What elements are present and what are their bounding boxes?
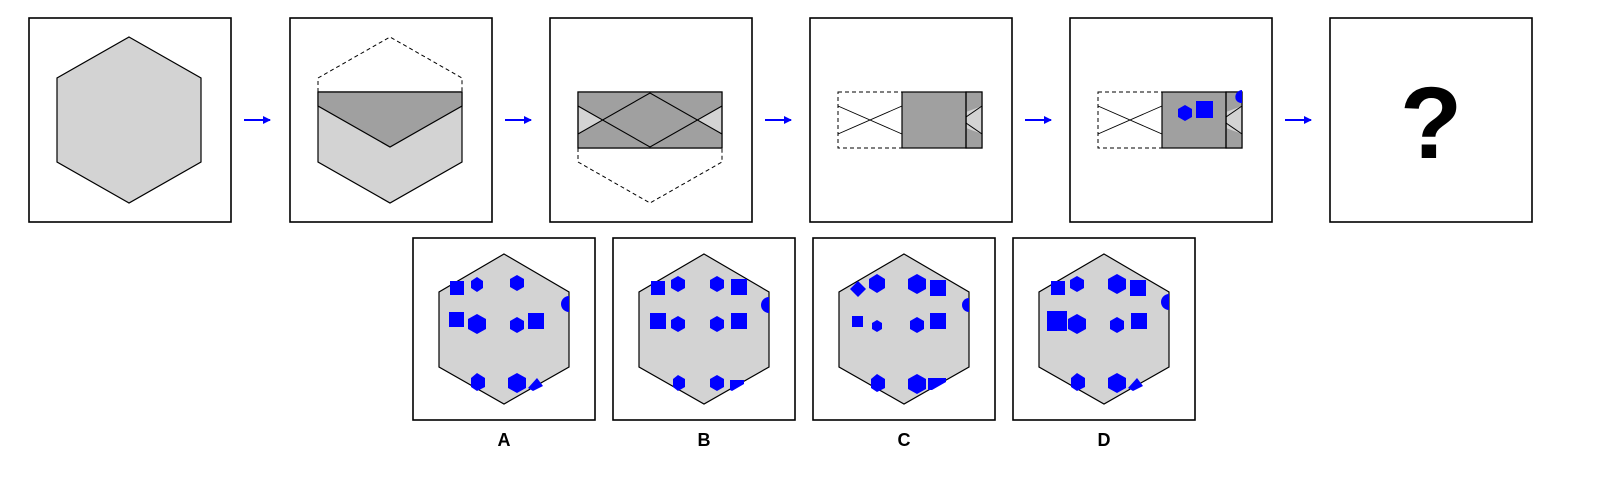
folded-right-edge-outline [965, 91, 983, 149]
circle-hole [561, 296, 569, 312]
diamond-hole [850, 281, 866, 297]
strip-outline [577, 91, 723, 149]
hexagon-hole [471, 373, 485, 391]
square-hole [930, 313, 946, 329]
hexagon-hole [1108, 274, 1126, 294]
hexagon-hole [872, 320, 882, 332]
square-hole [449, 312, 464, 327]
hexagon-hole [1071, 373, 1085, 391]
hexagon-hole [1068, 314, 1086, 334]
step-3-panel [549, 17, 753, 223]
hexagon-hole [710, 276, 724, 292]
hexagon-hole [510, 317, 524, 333]
corner-hole [528, 378, 543, 391]
hexagon-hole [471, 277, 483, 292]
square-hole [528, 313, 544, 329]
corner-hole [1128, 378, 1143, 391]
hexagon-hole [1110, 317, 1124, 333]
folded-right-edge-outline [1225, 91, 1243, 149]
folded-square [901, 91, 967, 149]
fold-ghost-outline [317, 36, 463, 92]
hexagon-hole [710, 316, 724, 332]
circle-hole [962, 298, 969, 312]
folded-right-flap [966, 128, 982, 148]
hexagon-hole [671, 316, 685, 332]
hexagon-hole [671, 276, 685, 292]
answer-options: A B [412, 237, 1196, 450]
fold-crease [965, 122, 983, 135]
square-hole [1130, 280, 1146, 296]
hexagon-hole [510, 275, 524, 291]
folded-flap [317, 91, 463, 148]
folded-flap-bottom [578, 93, 722, 148]
hexagon-hole [1070, 276, 1084, 292]
step-2-panel [289, 17, 493, 223]
corner-hole [928, 378, 946, 390]
step-6-panel: ? [1329, 17, 1533, 223]
hexagon-hole [710, 375, 724, 391]
option-label-b: B [698, 430, 711, 450]
fold-crease [1225, 122, 1243, 135]
fold-crease [965, 105, 983, 118]
question-mark: ? [1400, 66, 1462, 180]
fold-ghost-cross [1097, 105, 1163, 135]
option-label-a: A [498, 430, 511, 450]
fold-crease [577, 92, 723, 135]
step-5-panel [1069, 17, 1273, 223]
hexagon-hole [910, 317, 924, 333]
option-label-d: D [1098, 430, 1111, 450]
option-c[interactable] [812, 237, 996, 421]
fold-sequence: ? [28, 17, 1533, 223]
square-hole [450, 281, 464, 295]
fold-ghost-outline [577, 148, 723, 204]
hexagon-hole [869, 274, 885, 293]
hexagon-paper [56, 36, 202, 204]
fold-crease [1225, 105, 1243, 118]
hexagon-hole [871, 374, 885, 392]
folded-right-flap [1226, 128, 1242, 148]
circle-hole [761, 297, 769, 313]
circle-hole [1161, 294, 1169, 310]
hexagon-hole [908, 374, 926, 394]
square-hole [731, 279, 747, 295]
punched-square-hole [1196, 101, 1213, 118]
folded-right-flap [966, 92, 982, 112]
hexagon-hole [468, 314, 486, 334]
square-hole [651, 281, 665, 295]
square-hole [1051, 281, 1065, 295]
square-hole [731, 313, 747, 329]
hexagon-hole [673, 375, 685, 391]
square-hole [1047, 311, 1067, 331]
option-a[interactable] [412, 237, 596, 421]
step-4-panel [809, 17, 1013, 223]
panel-frame [1329, 17, 1533, 223]
square-hole [930, 280, 946, 296]
hexagon-hole [908, 274, 926, 294]
step-1-panel [28, 17, 232, 223]
option-b[interactable] [612, 237, 796, 421]
fold-ghost-cross [837, 105, 903, 135]
corner-hole [730, 380, 744, 391]
square-hole [1131, 313, 1147, 329]
square-hole [650, 313, 666, 329]
option-label-c: C [898, 430, 911, 450]
punched-hexagon-hole [1178, 105, 1192, 121]
hexagon-hole [508, 373, 526, 393]
punched-circle-hole [1235, 90, 1242, 104]
unfolded-hexagon [438, 253, 570, 405]
fold-crease [577, 105, 723, 148]
hexagon-hole [1108, 373, 1126, 393]
option-d[interactable] [1012, 237, 1196, 421]
folded-square [1161, 91, 1227, 149]
square-hole [852, 316, 863, 327]
